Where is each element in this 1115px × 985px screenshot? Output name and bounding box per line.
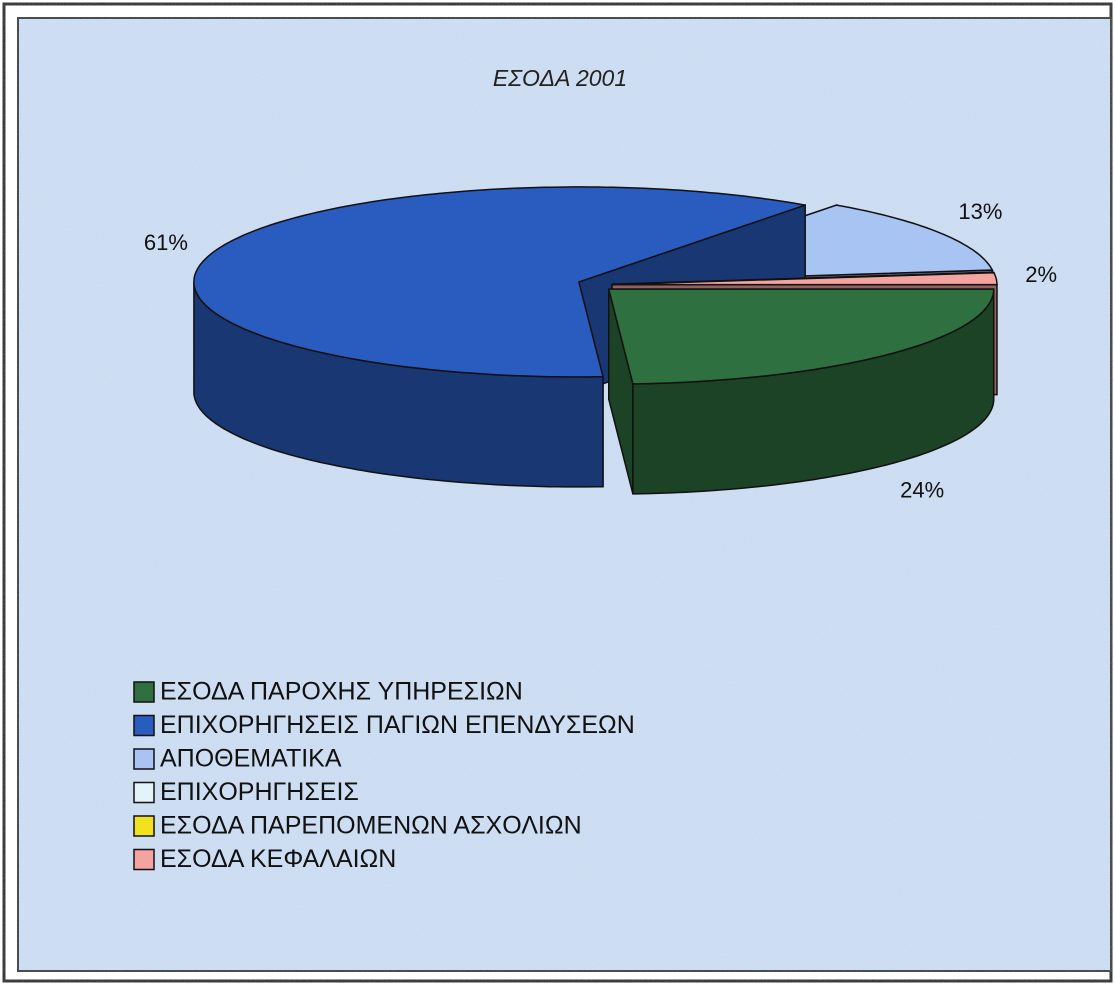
legend-swatch (133, 748, 155, 770)
legend-swatch (133, 714, 155, 737)
legend-swatch (133, 848, 155, 871)
legend-label: ΕΣΟΔΑ ΠΑΡΕΠΟΜΕΝΩΝ ΑΣΧΟΛΙΩΝ (160, 812, 582, 840)
legend-label: ΕΠΙΧΟΡΗΓΗΣΕΙΣ (160, 778, 359, 806)
data-label: 24% (900, 477, 944, 502)
background-texture (18, 18, 1111, 971)
data-label: 2% (1025, 262, 1057, 287)
legend-label: ΕΣΟΔΑ ΚΕΦΑΛΑΙΩΝ (160, 845, 396, 873)
pie: 24% 61% 13% 2% (144, 186, 1057, 502)
legend-swatch (133, 781, 155, 804)
legend-swatch (133, 681, 155, 703)
data-label: 61% (144, 230, 188, 255)
slice (193, 186, 806, 378)
slice (607, 288, 995, 385)
chart-title: ΕΣΟΔΑ 2001 (493, 65, 627, 91)
legend-label: ΕΠΙΧΟΡΗΓΗΣΕΙΣ ΠΑΓΙΩΝ ΕΠΕΝΔΥΣΕΩΝ (160, 711, 635, 739)
legend-swatch (133, 815, 155, 837)
legend: ΕΣΟΔΑ ΠΑΡΟΧΗΣ ΥΠΗΡΕΣΙΩΝ ΕΠΙΧΟΡΗΓΗΣΕΙΣ ΠΑΓ… (133, 678, 635, 873)
data-label: 13% (958, 199, 1002, 224)
legend-label: ΕΣΟΔΑ ΠΑΡΟΧΗΣ ΥΠΗΡΕΣΙΩΝ (160, 678, 523, 706)
legend-label: ΑΠΟΘΕΜΑΤΙΚΑ (160, 745, 342, 773)
slice (611, 271, 998, 286)
